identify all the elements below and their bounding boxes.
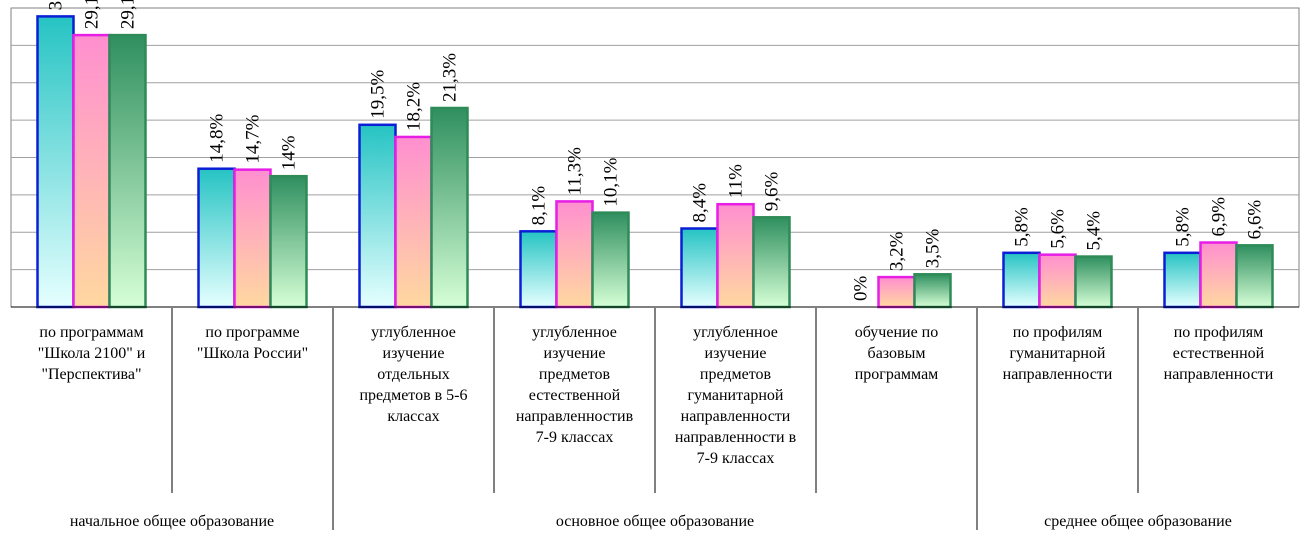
bar-series3-cat8 [1235, 244, 1274, 309]
bar-series2-cat1 [72, 33, 111, 309]
data-label: 11,3% [565, 147, 586, 196]
data-label: 14,8% [207, 113, 228, 162]
category-label: углубленное изучение предметов гуманитарной… [675, 324, 797, 467]
bar-series2-cat7 [1038, 253, 1077, 309]
data-label: 29,1% [82, 0, 103, 29]
data-label: 14% [279, 135, 300, 170]
bar-series1-cat4 [519, 230, 558, 309]
data-label: 5,8% [1012, 207, 1033, 247]
bar-series1-cat3 [358, 123, 397, 309]
bar-series3-cat3 [430, 106, 469, 309]
bar-series2-cat6 [877, 275, 916, 309]
bar-series3-cat2 [269, 174, 308, 309]
category-label: по профилям гуманитарной направленности [1003, 324, 1113, 383]
bar-series3-cat5 [752, 216, 791, 309]
bar-series2-cat5 [716, 202, 755, 309]
group-label: среднее общее образование [1044, 513, 1232, 530]
bar-series2-cat8 [1199, 241, 1238, 309]
data-label: 11% [726, 164, 747, 198]
category-label: обучение по базовым программам [855, 324, 939, 383]
bar-series1-cat1 [36, 15, 75, 309]
bar-series1-cat8 [1163, 251, 1202, 309]
data-label: 8,1% [529, 186, 550, 226]
category-label: углубленное изучение предметов естественной… [516, 324, 634, 446]
data-label: 5,8% [1173, 207, 1194, 247]
data-label: 19,5% [368, 70, 389, 119]
category-label: по программе "Школа России" [197, 324, 308, 362]
bar-series1-cat2 [197, 167, 236, 309]
bar-series1-cat5 [680, 227, 719, 309]
data-label: 8,4% [690, 183, 711, 223]
data-label: 18,2% [404, 82, 425, 131]
bar-series2-cat2 [233, 168, 272, 309]
data-label: 10,1% [601, 157, 622, 206]
data-label: 6,9% [1209, 197, 1230, 237]
bar-series1-cat7 [1002, 251, 1041, 309]
data-label: 3,5% [923, 229, 944, 269]
bar-series3-cat4 [591, 211, 630, 309]
data-label: 5,4% [1084, 211, 1105, 251]
bar-series3-cat6 [913, 273, 952, 309]
category-label: по программам "Школа 2100" и "Перспектива" [38, 324, 146, 383]
data-label: 29,1% [118, 0, 139, 29]
bar-series2-cat3 [394, 135, 433, 309]
data-label: 9,6% [762, 172, 783, 212]
category-label: по профилям естественной направленности [1164, 324, 1274, 383]
data-label: 0% [851, 276, 872, 302]
data-label: 31,1% [46, 0, 67, 10]
group-label: начальное общее образование [70, 513, 274, 530]
data-label: 3,2% [887, 231, 908, 271]
data-label: 6,6% [1245, 200, 1266, 240]
group-label: основное общее образование [556, 513, 754, 530]
category-label: углубленное изучение отдельных предметов в … [359, 324, 467, 425]
data-label: 14,7% [243, 114, 264, 163]
bar-series2-cat4 [555, 200, 594, 309]
data-label: 21,3% [440, 53, 461, 102]
bar-series3-cat1 [108, 33, 147, 309]
bar-series3-cat7 [1074, 255, 1113, 309]
data-label: 5,6% [1048, 209, 1069, 249]
